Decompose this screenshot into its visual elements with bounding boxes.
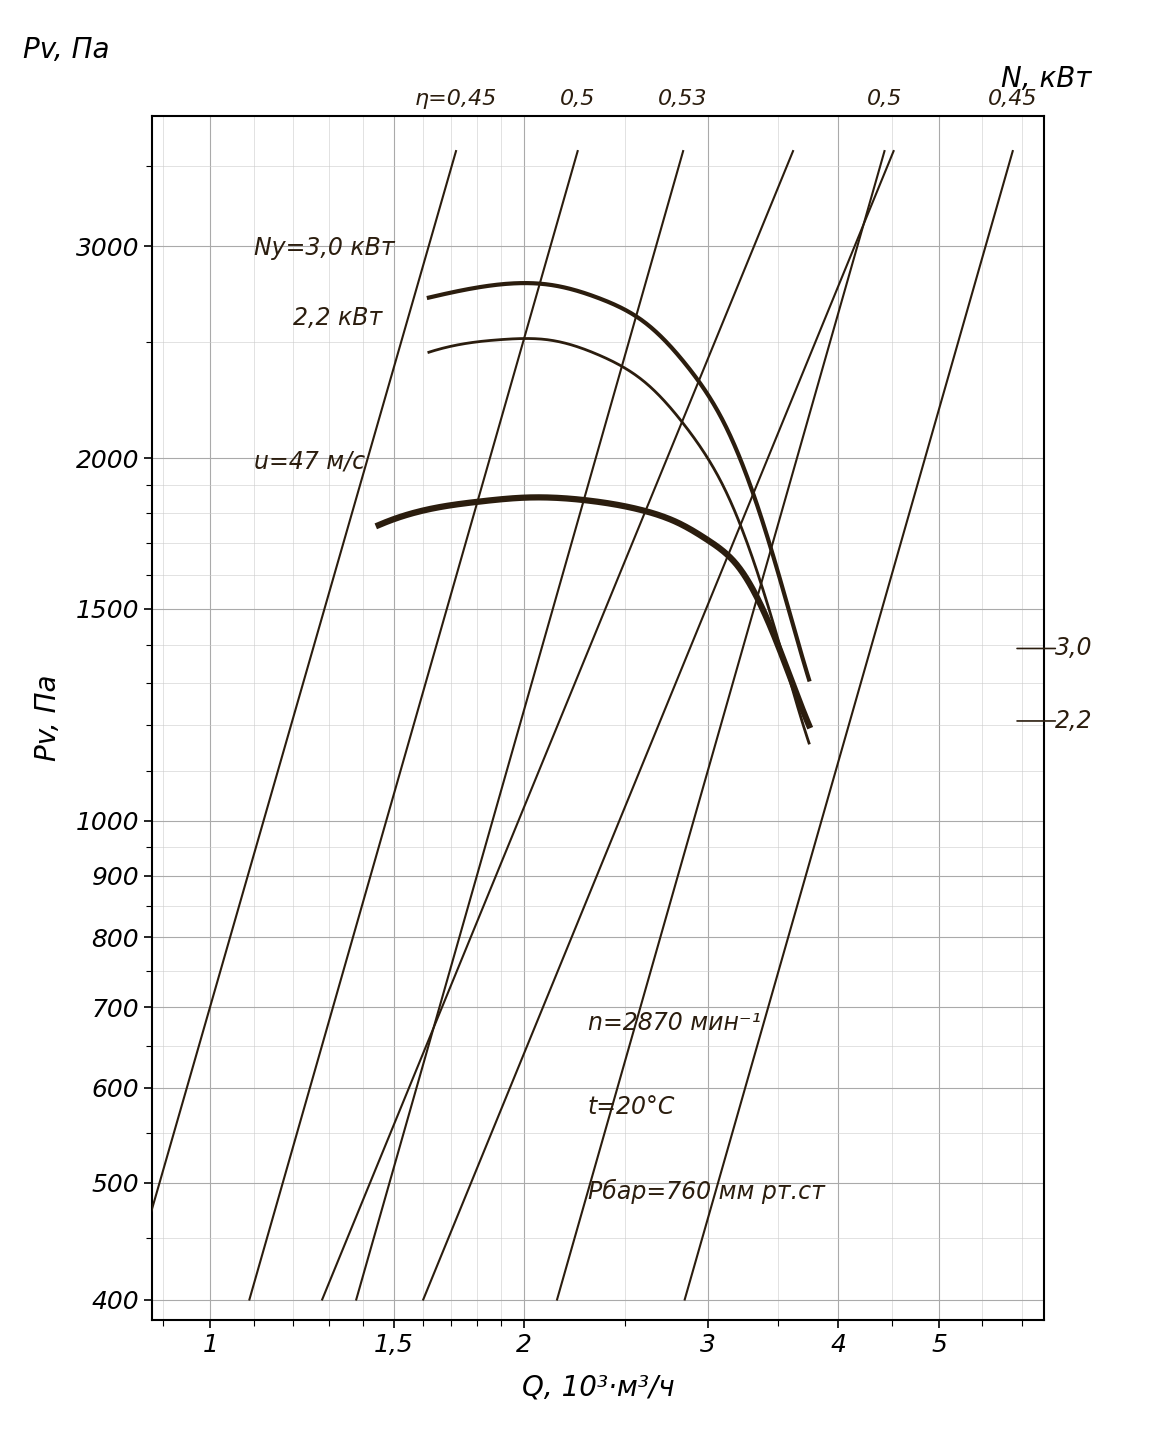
Text: 2,2 кВт: 2,2 кВт — [293, 306, 382, 331]
Text: t=20°C: t=20°C — [588, 1095, 674, 1119]
Text: Ny=3,0 кВт: Ny=3,0 кВт — [253, 236, 394, 260]
Text: 0,53: 0,53 — [658, 90, 707, 109]
Text: 0,5: 0,5 — [560, 90, 596, 109]
Text: N, кВт: N, кВт — [1001, 65, 1091, 93]
Text: n=2870 мин⁻¹: n=2870 мин⁻¹ — [588, 1011, 760, 1035]
Text: 2,2: 2,2 — [1055, 709, 1092, 732]
Text: Рбар=760 мм рт.ст: Рбар=760 мм рт.ст — [588, 1179, 825, 1204]
Text: 3,0: 3,0 — [1055, 637, 1092, 661]
X-axis label: Q, 10³·м³/ч: Q, 10³·м³/ч — [522, 1373, 674, 1401]
Y-axis label: Pv, Па: Pv, Па — [34, 674, 62, 761]
Text: u=47 м/с: u=47 м/с — [253, 450, 365, 474]
Text: Pv, Па: Pv, Па — [23, 36, 110, 64]
Text: 0,45: 0,45 — [988, 90, 1037, 109]
Text: η=0,45: η=0,45 — [415, 90, 497, 109]
Text: 0,5: 0,5 — [867, 90, 902, 109]
